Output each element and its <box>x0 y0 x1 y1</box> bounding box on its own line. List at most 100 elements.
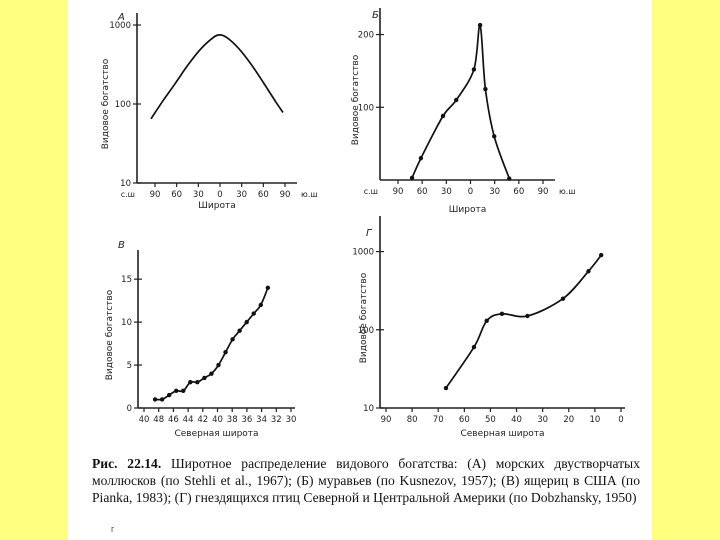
panel-1-series-line <box>150 33 284 120</box>
panel-2-data-point <box>507 176 512 181</box>
panel-1-x-tick-label: 90 <box>150 190 161 200</box>
panel-4-x-tick-label: 80 <box>407 415 418 425</box>
panel-4-x-tick-label: 10 <box>589 415 600 425</box>
panel-1-x-tick-label: 60 <box>171 190 182 200</box>
panel-2-data-point <box>492 134 497 139</box>
panel-4-data-point <box>598 252 604 258</box>
panel-1-x-label: Широта <box>198 201 235 211</box>
panel-2-data-point <box>454 97 459 103</box>
panel-1-x-side-south: ю.ш <box>301 190 318 199</box>
panel-4-x-tick-label: 20 <box>563 415 574 425</box>
panel-3-x-tick-label: 36 <box>241 415 252 425</box>
panel-2-x-tick-label: 0 <box>468 187 473 197</box>
panel-4-x-tick-label: 0 <box>618 415 623 425</box>
panel-2-y-tick-label: 200 <box>358 31 374 41</box>
panel-2-y-label: Видовое богатство <box>351 54 361 145</box>
panel-4-x-tick-label: 30 <box>537 415 548 425</box>
panel-2-x-tick-label: 90 <box>393 187 404 197</box>
panel-4-y-tick-label: 1000 <box>352 248 374 258</box>
panel-2-data-point <box>418 155 424 161</box>
panel-3-data-point <box>202 375 207 381</box>
panel-4-data-point <box>525 313 530 319</box>
figure-caption: Рис. 22.14. Широтное распределение видов… <box>92 455 640 506</box>
panel-4-data-point <box>560 296 566 301</box>
panel-2-x-side-north: с.ш <box>364 187 378 196</box>
panel-3-data-point <box>216 362 221 368</box>
panel-1-x-tick-label: 0 <box>217 190 222 200</box>
panel-4-x-tick-label: 40 <box>511 415 522 425</box>
panel-3-x-tick-label: 44 <box>183 415 194 425</box>
panel-4-x-tick-label: 60 <box>459 415 470 425</box>
panel-4-data-point <box>443 385 449 391</box>
panel-4-data-point <box>586 269 591 274</box>
panel-3-data-point <box>230 337 235 342</box>
panel-2-x-side-south: ю.ш <box>559 187 576 196</box>
panel-4-x-tick-label: 90 <box>381 415 392 425</box>
panel-2-x-tick-label: 60 <box>513 187 524 197</box>
panel-2-data-point <box>477 22 483 28</box>
panel-3-data-point <box>265 285 271 290</box>
page-sheet <box>68 0 652 540</box>
panel-1-y-tick-label: 10 <box>120 179 131 189</box>
panel-3-data-point <box>209 371 214 376</box>
panel-3-data-point <box>244 319 249 325</box>
panel-4-data-point <box>471 344 477 350</box>
panel-3-data-point <box>237 328 242 333</box>
panel-3-x-label: Северная широта <box>174 429 258 439</box>
panel-3-data-point <box>251 311 256 316</box>
panel-2-data-point <box>409 175 415 181</box>
panel-3-x-tick-label: 30 <box>286 415 297 425</box>
panel-3-y-tick-label: 0 <box>127 404 132 414</box>
panel-4-x-tick-label: 50 <box>485 415 496 425</box>
panel-4-data-point <box>484 318 489 324</box>
panel-1-x-tick-label: 90 <box>280 190 291 200</box>
panel-3-y-tick-label: 15 <box>121 275 132 285</box>
panel-1-letter: А <box>117 12 125 23</box>
panel-3-letter: В <box>118 240 125 251</box>
panel-3-x-tick-label: 40 <box>139 415 150 425</box>
panel-2-x-tick-label: 90 <box>538 187 549 197</box>
panel-3-data-point <box>152 397 158 402</box>
panel-1-x-tick-label: 60 <box>258 190 269 200</box>
panel-2-data-point <box>440 113 446 119</box>
panel-2-data-point <box>471 67 477 72</box>
panel-2-data-point <box>483 86 488 92</box>
panel-4-y-tick-label: 10 <box>363 404 374 414</box>
panel-1-y-label: Видовое богатство <box>101 58 111 149</box>
panel-1-x-tick-label: 30 <box>193 190 204 200</box>
panel-3-data-point <box>181 388 186 394</box>
panel-2-x-tick-label: 30 <box>489 187 500 197</box>
panel-3-x-tick-label: 48 <box>153 415 164 425</box>
panel-2-y-tick-label: 100 <box>358 103 374 113</box>
panel-4-trend-line <box>445 254 602 389</box>
panel-3-data-point <box>223 349 228 355</box>
panel-3-y-tick-label: 10 <box>121 318 132 328</box>
panel-3-x-tick-label: 32 <box>271 415 282 425</box>
panel-3-data-point <box>159 397 165 402</box>
panel-2-letter: Б <box>372 10 379 21</box>
panel-3-x-tick-label: 46 <box>168 415 179 425</box>
panel-3-data-point <box>188 380 193 385</box>
panel-3-trend-line <box>155 287 269 401</box>
panel-1-x-tick-label: 30 <box>236 190 247 200</box>
panel-3-data-point <box>166 392 172 398</box>
panel-3-y-tick-label: 5 <box>127 361 132 371</box>
panel-3-x-tick-label: 34 <box>256 415 267 425</box>
panel-1-y-tick-label: 1000 <box>109 21 131 31</box>
caption-text: Широтное распределение видового богатств… <box>92 456 640 505</box>
panel-3-data-point <box>195 380 200 385</box>
panel-2-series-line <box>411 24 511 179</box>
panel-4-x-tick-label: 70 <box>433 415 444 425</box>
caption-prefix: Рис. 22.14. <box>92 456 162 471</box>
panel-3-x-tick-label: 40 <box>212 415 223 425</box>
panel-4-data-point <box>499 311 505 317</box>
panel-2-x-label: Широта <box>449 205 486 215</box>
panel-1-y-tick-label: 100 <box>115 100 131 110</box>
panel-4-x-label: Северная широта <box>460 429 544 439</box>
page-footnote: г <box>111 524 115 534</box>
panel-2-x-tick-label: 30 <box>441 187 452 197</box>
panel-4-letter: Г <box>366 228 373 239</box>
panel-3-y-label: Видовое богатство <box>105 289 115 380</box>
panel-1-x-side-north: с.ш <box>121 190 135 199</box>
